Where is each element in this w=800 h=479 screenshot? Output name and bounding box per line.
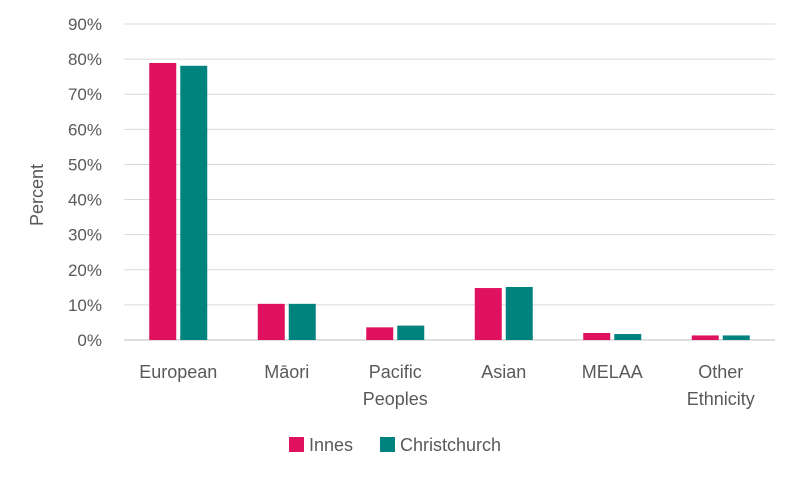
bar-christchurch-0 [180, 65, 208, 340]
y-tick-label: 60% [68, 120, 102, 139]
gridlines [124, 23, 775, 341]
legend: Innes Christchurch [289, 435, 501, 455]
legend-swatch-innes [289, 437, 304, 452]
x-category-label: Peoples [363, 389, 428, 409]
x-category-label: Pacific [369, 362, 422, 382]
y-tick-label: 30% [68, 226, 102, 245]
x-category-label: Asian [481, 362, 526, 382]
y-tick-label: 90% [68, 15, 102, 34]
bar-innes-3 [474, 288, 502, 340]
bar-christchurch-2 [397, 325, 425, 340]
legend-label-christchurch: Christchurch [400, 435, 501, 455]
bar-innes-4 [583, 332, 611, 340]
x-category-label: Māori [264, 362, 309, 382]
x-category-label: MELAA [582, 362, 643, 382]
y-tick-label: 70% [68, 85, 102, 104]
bar-innes-2 [366, 327, 394, 340]
y-tick-label: 20% [68, 261, 102, 280]
y-axis-tick-labels: 0% 10% 20% 30% 40% 50% 60% 70% 80% 90% [68, 15, 102, 350]
x-axis-category-labels: European Māori Pacific Peoples Asian MELAA Oth… [139, 362, 755, 409]
y-tick-label: 0% [77, 331, 102, 350]
bar-innes-0 [149, 62, 177, 341]
bars [149, 62, 750, 341]
bar-christchurch-1 [288, 303, 316, 340]
x-category-label: Ethnicity [687, 389, 755, 409]
bar-christchurch-3 [505, 286, 533, 340]
y-axis-title: Percent [27, 164, 47, 226]
y-tick-label: 50% [68, 155, 102, 174]
bar-christchurch-5 [722, 335, 750, 340]
y-tick-label: 80% [68, 50, 102, 69]
legend-label-innes: Innes [309, 435, 353, 455]
y-tick-label: 10% [68, 296, 102, 315]
legend-swatch-christchurch [380, 437, 395, 452]
bar-innes-1 [257, 303, 285, 340]
y-tick-label: 40% [68, 191, 102, 210]
x-category-label: European [139, 362, 217, 382]
bar-christchurch-4 [614, 334, 642, 340]
x-category-label: Other [698, 362, 743, 382]
bar-innes-5 [691, 335, 719, 340]
